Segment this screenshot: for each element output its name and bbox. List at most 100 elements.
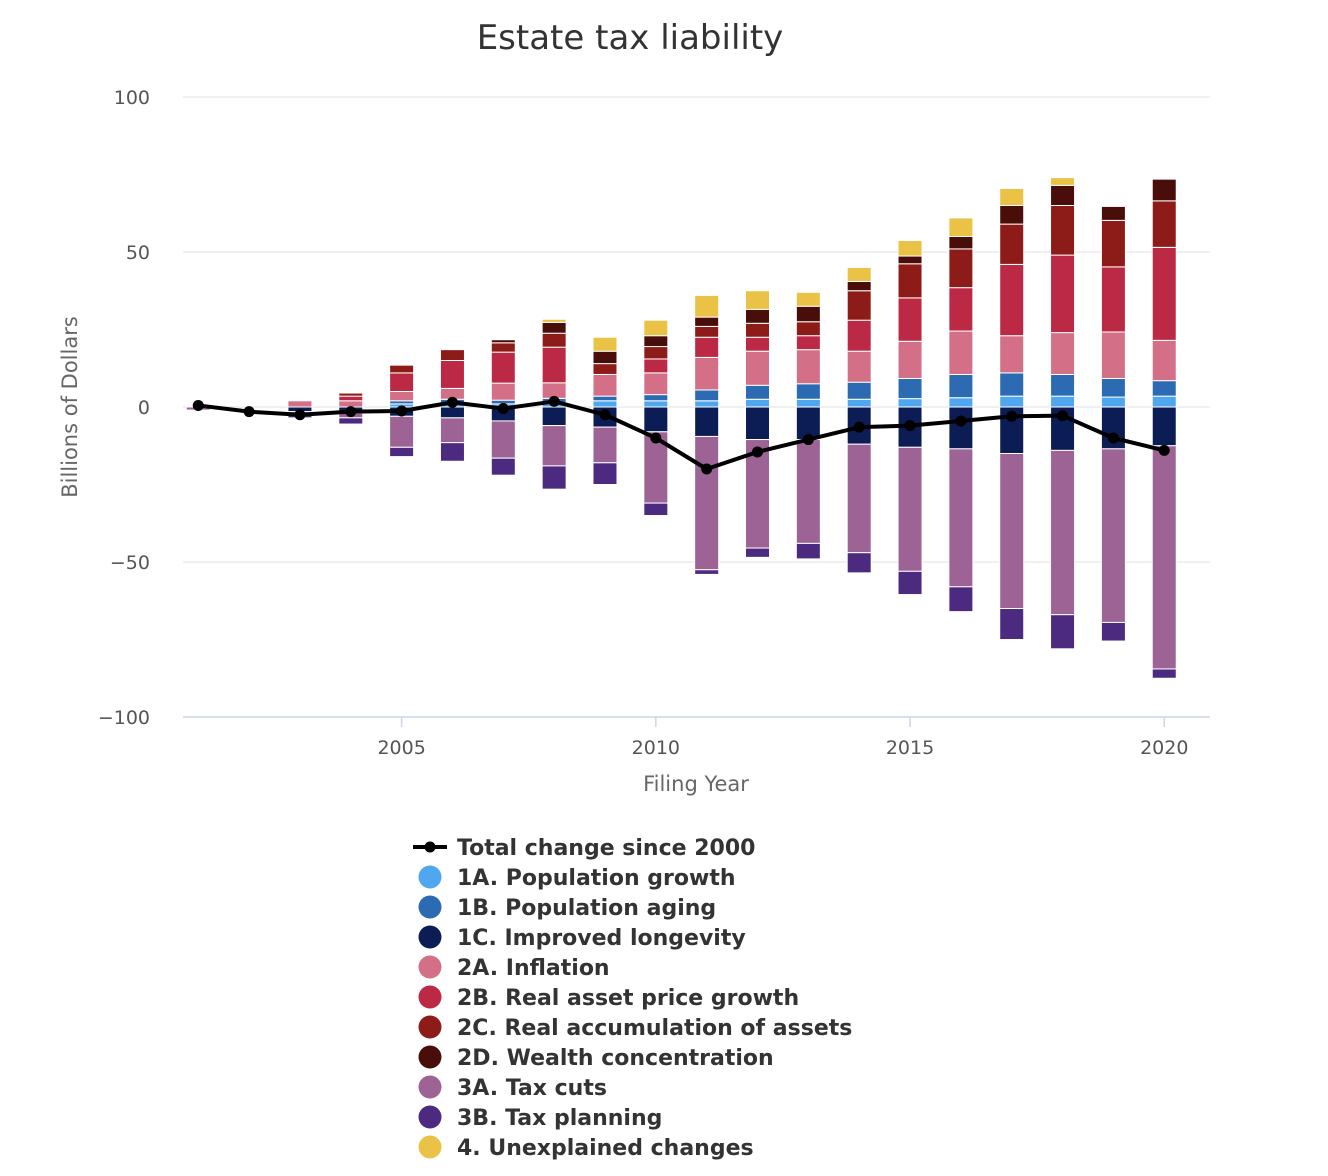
bar-segment: [338, 400, 364, 408]
total-change-polyline: [198, 399, 1165, 471]
bar-segment: [897, 570, 923, 596]
bar-segment: [745, 384, 771, 400]
bar-segment: [592, 426, 618, 464]
bar-segment: [592, 350, 618, 365]
bar-segment: [694, 316, 720, 327]
legend-label: Total change since 2000: [457, 836, 755, 861]
bar-segment: [1050, 395, 1076, 408]
bar-segment: [541, 406, 567, 427]
bar-segment: [643, 358, 669, 374]
legend-item[interactable]: 2B. Real asset price growth: [418, 985, 800, 1012]
bar-segment: [795, 305, 821, 323]
bar-segment: [1151, 380, 1177, 397]
bar-segment: [846, 350, 872, 383]
legend-item[interactable]: 4. Unexplained changes: [418, 1135, 754, 1162]
bar-segment: [999, 187, 1025, 206]
bar-segment: [846, 552, 872, 574]
chart-title: Estate tax liability: [477, 18, 784, 58]
bar-segment: [948, 397, 974, 408]
bar-segment: [643, 319, 669, 337]
legend-item[interactable]: 2C. Real accumulation of assets: [418, 1015, 853, 1042]
legend-item[interactable]: 3A. Tax cuts: [418, 1075, 607, 1102]
legend-marker: [418, 925, 442, 949]
bar-segment: [1050, 184, 1076, 207]
bar-segment: [948, 217, 974, 237]
x-axis-ticks: 2005 2010 2015 2020: [377, 717, 1188, 759]
bar-segment: [1100, 205, 1126, 221]
total-change-point: [599, 409, 611, 421]
bar-segment: [948, 248, 974, 289]
total-change-point: [446, 396, 458, 408]
bar-segment: [389, 446, 415, 458]
legend-marker: [424, 841, 436, 853]
bar-segment: [643, 406, 669, 433]
legend-marker: [418, 1075, 442, 1099]
legend-label: 1B. Population aging: [457, 896, 716, 921]
legend-marker: [418, 1045, 442, 1069]
legend-item[interactable]: 1A. Population growth: [418, 865, 736, 892]
bar-segment: [592, 373, 618, 397]
x-tick-label: 2010: [632, 737, 680, 759]
bar-segment: [795, 349, 821, 385]
bar-segment: [1100, 621, 1126, 642]
bar-segment: [541, 321, 567, 334]
legend-item[interactable]: Total change since 2000: [413, 836, 755, 861]
bar-segment: [999, 263, 1025, 337]
bar-segment: [643, 502, 669, 517]
bar-segment: [745, 308, 771, 324]
bar-segment: [948, 586, 974, 613]
bar-segment: [1050, 614, 1076, 650]
bar-segment: [439, 442, 465, 462]
total-change-point: [904, 420, 916, 432]
bar-segment: [795, 383, 821, 400]
total-change-point: [1107, 432, 1119, 444]
bar-segment: [1151, 246, 1177, 341]
x-tick-label: 2005: [377, 737, 425, 759]
bar-segment: [541, 465, 567, 490]
legend-label: 1C. Improved longevity: [457, 926, 746, 951]
bar-segment: [1100, 219, 1126, 268]
bar-segment: [1050, 332, 1076, 375]
bar-segment: [897, 263, 923, 299]
total-change-point: [497, 403, 509, 415]
bar-segment: [541, 318, 567, 323]
x-axis-title: Filing Year: [643, 772, 749, 796]
bar-segment: [1050, 177, 1076, 186]
bar-segment: [541, 332, 567, 348]
bar-segment: [745, 336, 771, 352]
y-tick-label: 50: [126, 242, 150, 264]
bar-segment: [541, 425, 567, 467]
legend-item[interactable]: 3B. Tax planning: [418, 1105, 663, 1132]
legend-marker: [418, 955, 442, 979]
bar-segment: [948, 373, 974, 399]
total-change-point: [1158, 444, 1170, 456]
bar-segment: [439, 360, 465, 389]
legend-item[interactable]: 2A. Inflation: [418, 955, 610, 982]
bar-segment: [1100, 448, 1126, 623]
bar-segment: [389, 391, 415, 402]
bar-segment: [490, 382, 516, 401]
bar-segment: [948, 287, 974, 332]
total-change-line: [192, 395, 1170, 475]
legend-item[interactable]: 1C. Improved longevity: [418, 925, 746, 952]
legend-item[interactable]: 2D. Wealth concentration: [418, 1045, 774, 1072]
bar-segment: [999, 205, 1025, 225]
legend-label: 2B. Real asset price growth: [457, 986, 799, 1011]
bar-segment: [999, 395, 1025, 408]
total-change-point: [955, 415, 967, 427]
bar-segment: [694, 435, 720, 571]
legend-label: 3A. Tax cuts: [457, 1076, 607, 1101]
bar-segment: [745, 350, 771, 386]
total-change-point: [345, 406, 357, 418]
bar-segment: [1050, 205, 1076, 256]
legend-item[interactable]: 1B. Population aging: [418, 895, 717, 922]
bar-segment: [795, 291, 821, 307]
bar-segment: [490, 351, 516, 384]
bar-segment: [694, 336, 720, 358]
bar-segment: [338, 392, 364, 397]
bar-segment: [745, 406, 771, 441]
legend-label: 1A. Population growth: [457, 866, 736, 891]
bar-segment: [897, 377, 923, 400]
bar-segment: [694, 569, 720, 575]
bar-segment: [439, 406, 465, 419]
